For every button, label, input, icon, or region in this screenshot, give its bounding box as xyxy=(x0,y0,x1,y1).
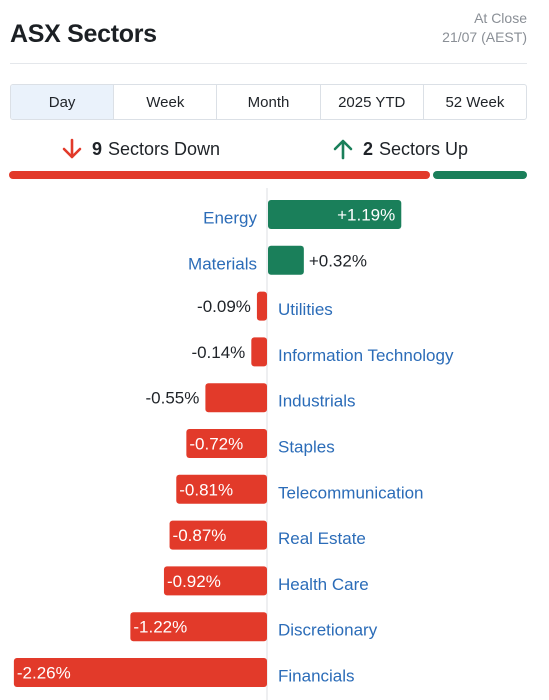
sector-name-link[interactable]: Financials xyxy=(278,667,355,686)
sectors-down-summary: 9 Sectors Down xyxy=(62,136,220,162)
value-label: +0.32% xyxy=(309,251,367,270)
bar-negative xyxy=(169,520,267,550)
sectors-down-count: 9 xyxy=(92,138,103,159)
tab-52-week[interactable]: 52 Week xyxy=(422,85,526,119)
tab-month[interactable]: Month xyxy=(216,85,319,119)
sectors-up-label: Sectors Up xyxy=(379,138,469,159)
sector-name-link[interactable]: Energy xyxy=(203,209,257,228)
sector-row: -1.22% Discretionary xyxy=(130,612,378,642)
sectors-down-label: Sectors Down xyxy=(108,138,221,159)
bar-negative xyxy=(205,383,267,413)
value-label: -0.92% xyxy=(167,572,221,591)
value-label: -0.87% xyxy=(173,526,227,545)
value-label: -0.14% xyxy=(191,343,245,362)
bar-negative xyxy=(163,566,267,596)
arrow-down-icon xyxy=(62,138,82,159)
sector-name-link[interactable]: Health Care xyxy=(278,575,369,594)
sector-row: -0.92% Health Care xyxy=(163,566,369,596)
value-label: -1.22% xyxy=(133,618,187,637)
page-title: ASX Sectors xyxy=(10,20,157,48)
value-label: -0.55% xyxy=(146,389,200,408)
value-label: -0.09% xyxy=(197,297,251,316)
sector-row: -0.09% Utilities xyxy=(197,291,333,321)
bar-positive xyxy=(268,245,304,275)
sector-row: +1.19% Energy xyxy=(203,200,402,229)
tab-week[interactable]: Week xyxy=(113,85,216,119)
sector-row: -0.87% Real Estate xyxy=(169,520,366,550)
value-label: +1.19% xyxy=(337,206,395,225)
bar-negative xyxy=(251,337,267,367)
header-divider xyxy=(10,63,527,64)
sector-name-link[interactable]: Utilities xyxy=(278,300,333,319)
arrow-up-icon xyxy=(333,139,353,160)
sector-name-link[interactable]: Industrials xyxy=(278,392,355,411)
value-label: -0.72% xyxy=(189,435,243,454)
bar-negative xyxy=(130,612,267,642)
sector-row: -0.55% Industrials xyxy=(146,383,355,413)
sector-name-link[interactable]: Materials xyxy=(188,254,257,273)
sectors-up-count: 2 xyxy=(363,138,374,159)
sector-name-link[interactable]: Telecommunication xyxy=(278,483,424,502)
breadth-bar-up xyxy=(433,171,527,179)
bar-positive xyxy=(268,200,402,229)
sector-row: -0.81% Telecommunication xyxy=(176,474,424,504)
sector-row: -2.26% Financials xyxy=(13,658,355,687)
sector-name-link[interactable]: Staples xyxy=(278,438,335,457)
value-label: -2.26% xyxy=(17,664,71,683)
bar-negative xyxy=(13,658,267,687)
value-label: -0.81% xyxy=(179,480,233,499)
sector-row: -0.14% Information Technology xyxy=(191,337,454,367)
breadth-bar-down xyxy=(9,171,430,179)
sector-performance-chart: +1.19% Energy +0.32% Materials -0.09% Utiliti… xyxy=(13,188,454,700)
sector-name-link[interactable]: Real Estate xyxy=(278,529,366,548)
sector-name-link[interactable]: Discretionary xyxy=(278,621,378,640)
tab-day[interactable]: Day xyxy=(11,85,114,119)
sector-name-link[interactable]: Information Technology xyxy=(278,346,454,365)
header: ASX Sectors At Close 21/07 (AEST) xyxy=(0,0,549,64)
sector-row: +0.32% Materials xyxy=(188,245,367,275)
tab-ytd[interactable]: 2025 YTD xyxy=(319,85,423,119)
bar-negative xyxy=(186,429,267,458)
period-tabs: Day Week Month 2025 YTD 52 Week xyxy=(10,84,527,120)
market-status-date: 21/07 (AEST) xyxy=(442,29,527,45)
market-status-label: At Close xyxy=(474,10,527,26)
bar-negative xyxy=(256,291,267,321)
bar-negative xyxy=(176,474,267,504)
sector-row: -0.72% Staples xyxy=(186,429,335,458)
sectors-up-summary: 2 Sectors Up xyxy=(333,136,468,162)
